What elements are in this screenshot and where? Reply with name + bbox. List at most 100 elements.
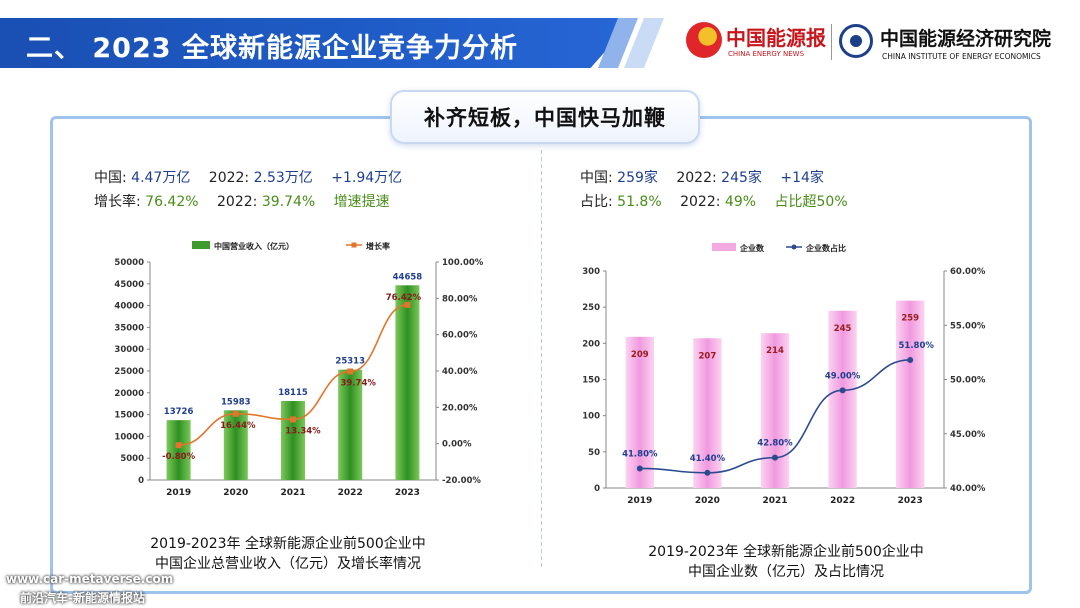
right-stats: 中国: 259家 2022: 245家 +14家 占比: 51.8% 2022:… (580, 166, 848, 214)
bar-value-label: 259 (901, 314, 919, 324)
bar-2022 (338, 369, 363, 480)
legend-label-bar: 中国营业收入（亿元） (214, 241, 294, 251)
line-point (636, 465, 643, 472)
caption-line: 中国企业总营业收入（亿元）及增长率情况 (155, 556, 421, 572)
stat-note: 占比超50% (774, 194, 848, 210)
line-value-label: 42.80% (757, 439, 793, 449)
line-point (232, 410, 239, 417)
stat-label: 增长率: (94, 194, 141, 210)
x-tick-label: 2022 (338, 488, 363, 498)
legend-label-line: 企业数占比 (805, 243, 846, 253)
legend-label-line: 增长率 (366, 241, 390, 251)
stat-delta: +1.94万亿 (331, 170, 403, 186)
legend-marker (351, 242, 357, 248)
x-tick-label: 2020 (223, 488, 248, 498)
y-left-tick-label: 100 (582, 412, 600, 422)
left-stats: 中国: 4.47万亿 2022: 2.53万亿 +1.94万亿 增长率: 76.… (94, 166, 402, 214)
stat-label: 2022: (680, 194, 721, 210)
x-tick-label: 2019 (627, 496, 652, 506)
x-tick-label: 2019 (166, 488, 191, 498)
series-line-企业数占比 (639, 359, 911, 474)
line-point (907, 356, 914, 363)
bar-value-label: 207 (699, 351, 717, 361)
stat-label: 2022: (217, 194, 258, 210)
stat-label: 占比: (580, 194, 613, 210)
y-left-tick-label: 10000 (114, 432, 144, 442)
line-value-label: 13.34% (285, 426, 321, 436)
stat-label: 中国: (580, 170, 613, 186)
x-tick-label: 2020 (695, 496, 720, 506)
line-point (290, 416, 296, 423)
y-left-tick-label: 250 (582, 303, 600, 313)
y-left-tick-label: 40000 (114, 302, 144, 312)
stat-label: 2022: (676, 170, 717, 186)
bar-2022 (828, 310, 857, 488)
bar-value-label: 13726 (164, 407, 194, 417)
y-right-tick-label: 40.00% (950, 484, 986, 494)
bar-value-label: 214 (766, 346, 784, 356)
subtitle-text: 补齐短板，中国快马加鞭 (424, 106, 666, 130)
stat-note: 增速提速 (333, 194, 390, 210)
line-value-label: 76.42% (386, 293, 422, 303)
left-chart-caption: 2019-2023年 全球新能源企业前500企业中 中国企业总营业收入（亿元）及… (118, 534, 458, 574)
x-tick-label: 2022 (830, 496, 855, 506)
line-value-label: 41.80% (622, 449, 658, 459)
right-chart-caption: 2019-2023年 全球新能源企业前500企业中 中国企业数（亿元）及占比情况 (616, 542, 956, 582)
y-right-tick-label: 55.00% (950, 321, 986, 331)
logo-divider (831, 24, 832, 60)
line-value-label: -0.80% (162, 452, 195, 462)
line-value-label: 51.80% (898, 341, 934, 351)
logo-area: 中国能源报 CHINA ENERGY NEWS 中国能源经济研究院 CHINA … (686, 12, 1066, 68)
bar-2020 (223, 410, 248, 480)
bar-value-label: 44658 (393, 272, 423, 282)
bar-value-label: 245 (834, 324, 852, 334)
y-left-tick-label: 20000 (114, 389, 144, 399)
right-stats-row-2: 占比: 51.8% 2022: 49% 占比超50% (580, 190, 848, 214)
legend-label-bar: 企业数 (739, 243, 765, 253)
revenue-growth-chart: 中国营业收入（亿元） 增长率 0 5000 10000 15000 20000 25000 30… (114, 241, 484, 498)
line-point (347, 368, 354, 375)
line-point (404, 301, 411, 308)
y-right-tick-label: 40.00% (442, 367, 478, 377)
legend-swatch-bar (712, 243, 736, 251)
left-stats-row-1: 中国: 4.47万亿 2022: 2.53万亿 +1.94万亿 (94, 166, 402, 190)
y-right-tick-label: 60.00% (442, 331, 478, 341)
bar-value-label: 25313 (335, 357, 365, 367)
company-count-share-chart: 企业数 企业数占比 0 50 100 150 200 250 300 40.00% 45.00% 50… (582, 243, 986, 506)
page-title: 二、 2023 全球新能源企业竞争力分析 (26, 33, 518, 64)
stat-value: 51.8% (617, 194, 662, 210)
bar-2021 (760, 333, 790, 488)
y-right-tick-label: 45.00% (950, 430, 986, 440)
line-value-label: 39.74% (340, 378, 376, 388)
bar-value-label: 209 (631, 350, 649, 360)
y-left-tick-label: 35000 (114, 323, 144, 333)
line-point (175, 442, 182, 449)
stat-label: 中国: (94, 170, 127, 186)
x-tick-label: 2023 (395, 488, 420, 498)
china-energy-news-logo-subtext: CHINA ENERGY NEWS (728, 50, 805, 58)
bar-2023 (395, 285, 420, 480)
china-energy-news-logo-text: 中国能源报 (726, 26, 826, 50)
caption-line: 中国企业数（亿元）及占比情况 (688, 564, 884, 580)
subtitle-pill: 补齐短板，中国快马加鞭 (390, 90, 700, 144)
stat-value: 76.42% (145, 194, 199, 210)
bar-value-label: 15983 (221, 397, 251, 407)
right-stats-row-1: 中国: 259家 2022: 245家 +14家 (580, 166, 848, 190)
stat-value: 259家 (617, 170, 658, 186)
y-left-tick-label: 45000 (114, 280, 144, 290)
bar-2021 (280, 401, 306, 480)
y-left-tick-label: 5000 (120, 454, 144, 464)
y-right-tick-label: -20.00% (442, 476, 481, 486)
legend-swatch-bar (192, 241, 210, 249)
watermark-url: www.car-metaverse.com (6, 572, 174, 586)
y-right-tick-label: 20.00% (442, 403, 478, 413)
left-stats-row-2: 增长率: 76.42% 2022: 39.74% 增速提速 (94, 190, 402, 214)
y-left-tick-label: 0 (594, 484, 600, 494)
y-right-tick-label: 50.00% (950, 376, 986, 386)
stat-label: 2022: (208, 170, 250, 186)
bar-2019 (166, 420, 191, 480)
line-value-label: 49.00% (825, 371, 861, 381)
y-right-tick-label: 0.00% (442, 440, 472, 450)
y-left-tick-label: 0 (138, 476, 144, 486)
y-left-tick-label: 300 (582, 267, 600, 277)
